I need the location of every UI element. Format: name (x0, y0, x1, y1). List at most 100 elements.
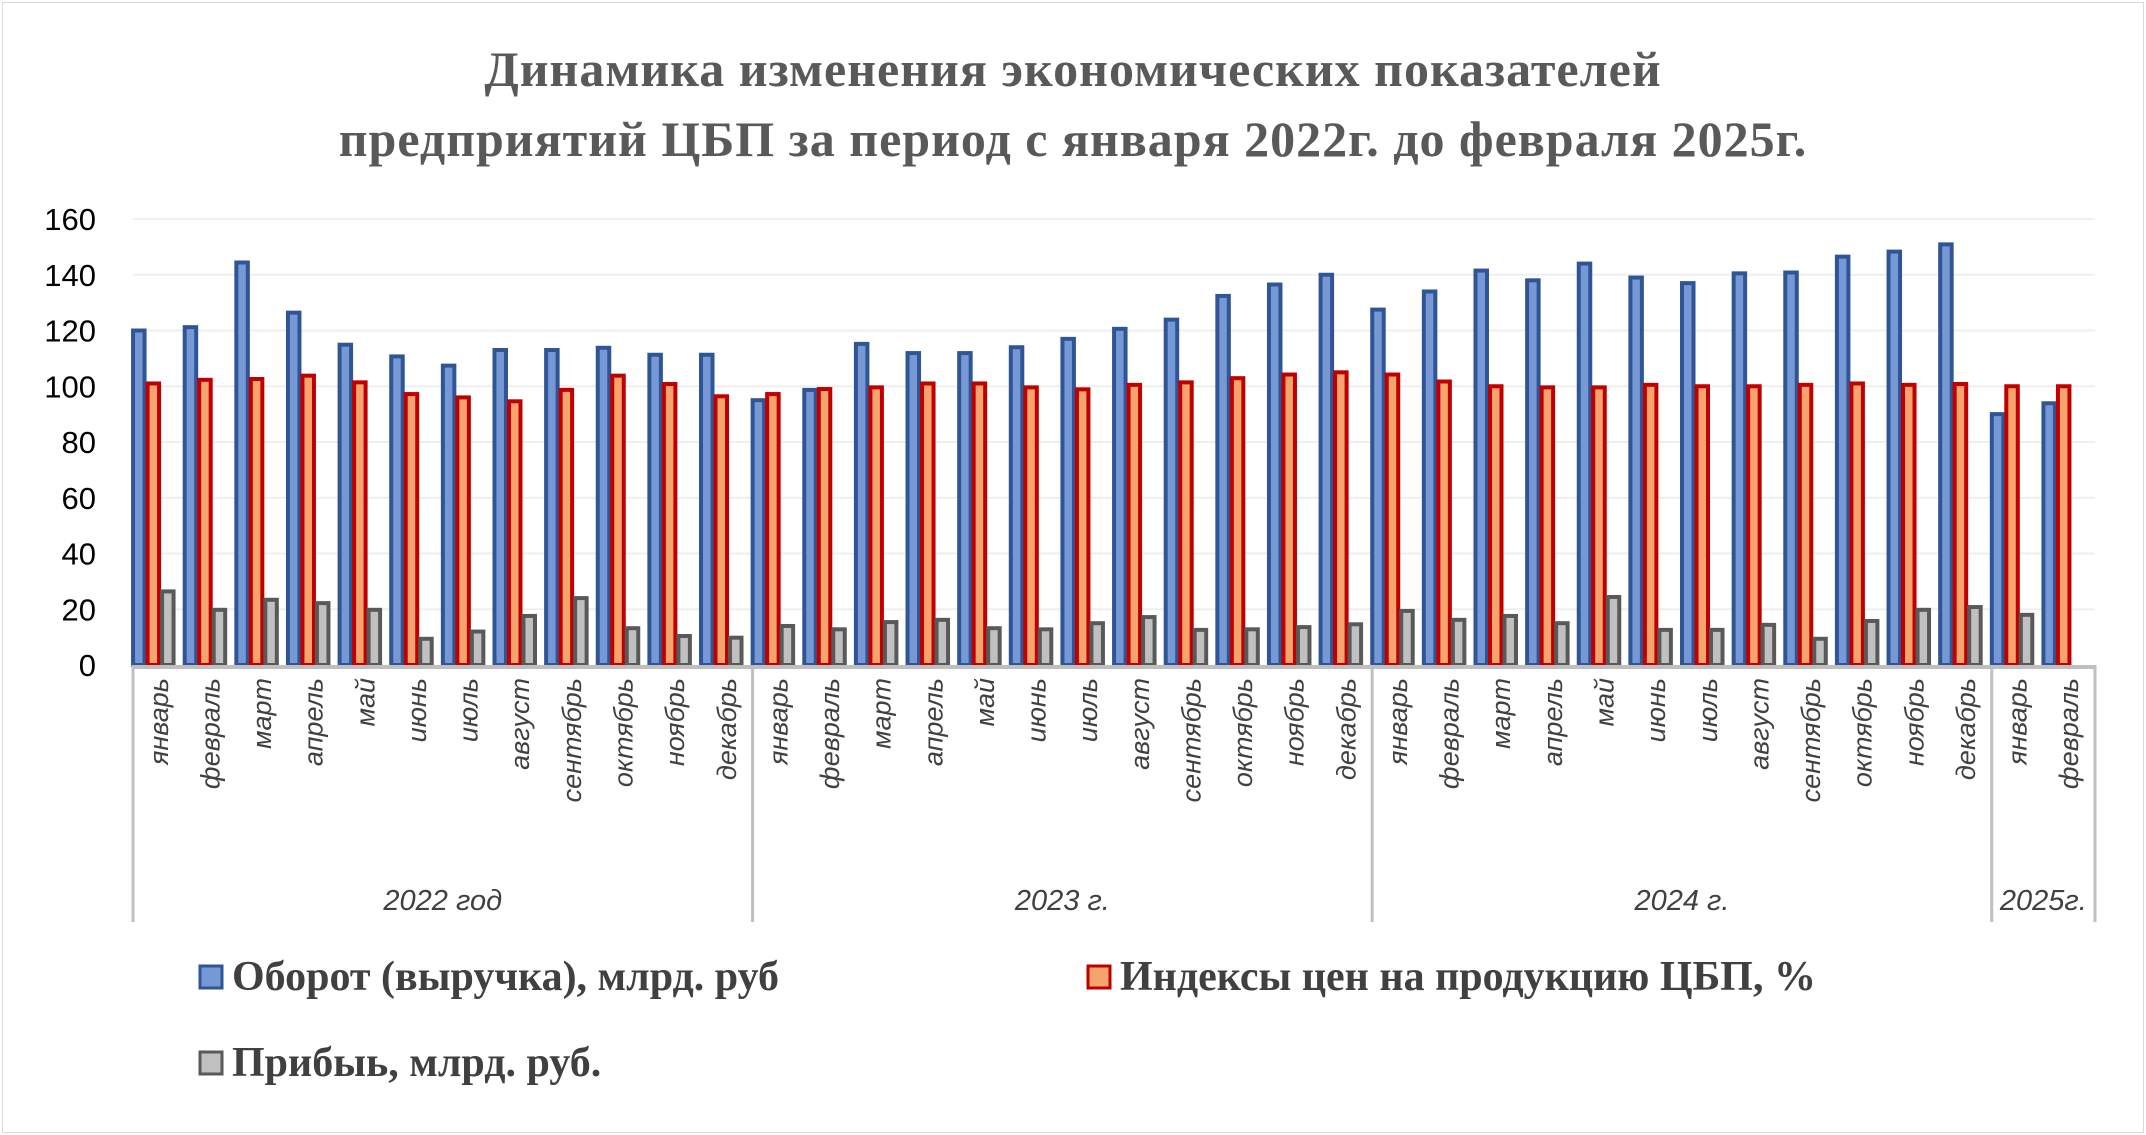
bar (610, 373, 626, 667)
bar (1591, 385, 1607, 667)
x-tick-label: сентябрь (1796, 678, 1826, 802)
bar (2018, 612, 2035, 668)
bar (957, 351, 973, 667)
bar (986, 626, 1002, 668)
bar (337, 342, 354, 667)
bar (1384, 372, 1401, 667)
legend-swatch (1086, 964, 1112, 990)
bar (661, 382, 678, 667)
chart-title-line-2: предприятий ЦБП за период с января 2022г… (339, 111, 1807, 167)
bar (1680, 281, 1696, 667)
x-tick-label: ноябрь (660, 678, 690, 766)
bar (676, 634, 692, 668)
bar (647, 352, 663, 667)
x-tick-label: ноябрь (1899, 678, 1929, 766)
y-tick-label: 60 (62, 481, 96, 516)
bar (1163, 317, 1180, 667)
legend-label: Оборот (выручка), млрд. руб (232, 954, 779, 1000)
bar (418, 636, 434, 667)
bar (1901, 382, 1917, 667)
bar (1938, 242, 1954, 668)
bar (1192, 627, 1209, 668)
bar (1539, 385, 1556, 667)
bar (2055, 384, 2072, 667)
x-tick-label: ноябрь (1280, 678, 1310, 766)
bar (248, 377, 265, 667)
bar (160, 589, 176, 667)
bar (595, 345, 612, 667)
x-tick-label: январь (144, 678, 174, 766)
bar (1266, 282, 1283, 667)
bar (492, 348, 508, 667)
y-tick-label: 0 (79, 648, 96, 683)
bar (182, 325, 199, 667)
bar (765, 392, 781, 667)
bar (1642, 382, 1659, 667)
bar (2041, 401, 2057, 667)
bar (1215, 293, 1231, 667)
bar (558, 387, 575, 667)
bar (1502, 613, 1518, 668)
bar (1008, 345, 1025, 667)
x-tick-label: январь (2003, 678, 2033, 766)
x-tick-label: декабрь (1951, 678, 1981, 780)
bar (352, 380, 368, 667)
bar (934, 617, 951, 668)
y-tick-label: 140 (44, 258, 96, 293)
legend-label: Прибыь, млрд. руб. (232, 1040, 601, 1086)
bar (1244, 627, 1260, 668)
bar (1347, 622, 1364, 667)
bar (1074, 387, 1091, 667)
bar (1318, 272, 1335, 667)
y-tick-label: 120 (44, 314, 96, 349)
bar (285, 310, 302, 667)
bar (1023, 385, 1039, 667)
bar (1797, 382, 1814, 667)
bar (1178, 380, 1194, 667)
bar (389, 354, 405, 667)
bar (1421, 289, 1438, 667)
bar (1886, 249, 1903, 668)
bar (816, 387, 833, 667)
x-tick-label: март (1486, 678, 1516, 749)
bar (853, 341, 870, 667)
bar (699, 352, 715, 667)
x-tick-label: февраль (195, 678, 225, 789)
bar (263, 597, 279, 668)
bar (1060, 336, 1076, 667)
bar (131, 328, 147, 667)
bar (1812, 636, 1828, 667)
bar (1952, 382, 1969, 667)
bar (506, 399, 523, 667)
bar (1967, 605, 1983, 668)
bar (750, 398, 767, 667)
y-tick-label: 40 (62, 537, 96, 572)
bar (1554, 621, 1570, 667)
bar (882, 620, 899, 668)
bar (469, 629, 486, 667)
x-tick-label: февраль (2054, 678, 2084, 789)
bar (197, 377, 213, 667)
bar (1126, 382, 1143, 667)
bar (211, 607, 228, 667)
x-tick-label: май (350, 678, 380, 727)
y-tick-label: 80 (62, 425, 96, 460)
bar (1399, 608, 1415, 667)
year-group-label: 2024 г. (1633, 885, 1729, 917)
year-group-label: 2025г. (1999, 885, 2087, 917)
legend-label: Индексы цен на продукцию ЦБП, % (1120, 954, 1816, 1000)
bar (868, 385, 884, 667)
bar (1731, 271, 1748, 667)
bar (1863, 618, 1880, 668)
y-tick-label: 20 (62, 592, 96, 627)
x-tick-label: март (247, 678, 277, 749)
bar (1112, 326, 1128, 667)
x-tick-label: март (867, 678, 897, 749)
x-tick-label: июнь (1022, 678, 1052, 742)
y-tick-label: 160 (44, 202, 96, 237)
year-group-label: 2022 год (382, 885, 502, 917)
bar (1450, 617, 1467, 668)
bar (831, 627, 847, 668)
bar (624, 626, 641, 668)
